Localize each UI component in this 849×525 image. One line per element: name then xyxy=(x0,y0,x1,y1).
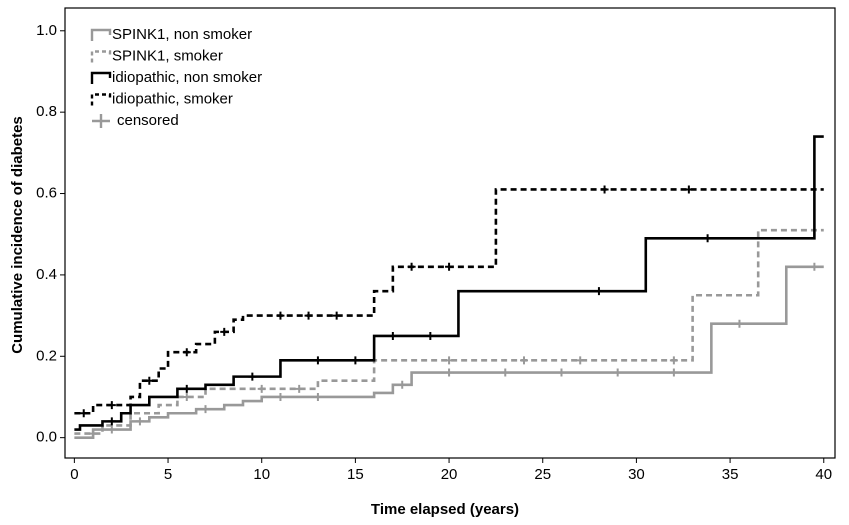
x-tick-label: 40 xyxy=(815,466,832,483)
x-axis-label: Time elapsed (years) xyxy=(371,501,519,518)
censor-mark xyxy=(295,384,304,393)
censor-mark xyxy=(613,368,622,377)
x-tick-label: 15 xyxy=(347,466,364,483)
censor-mark xyxy=(220,327,229,336)
censor-mark xyxy=(276,392,285,401)
censor-mark xyxy=(703,234,712,243)
censor-mark xyxy=(445,356,454,365)
y-tick-label: 0.2 xyxy=(36,347,57,364)
legend-symbol xyxy=(90,50,112,63)
legend-symbol xyxy=(90,28,112,41)
censor-mark xyxy=(407,262,416,271)
x-tick-label: 10 xyxy=(253,466,270,483)
censor-mark xyxy=(445,262,454,271)
x-tick-label: 0 xyxy=(70,466,78,483)
y-tick-label: 1.0 xyxy=(36,22,57,39)
censor-mark xyxy=(426,331,435,340)
legend-label: censored xyxy=(117,112,179,129)
censor-mark xyxy=(669,368,678,377)
censor-mark xyxy=(248,372,257,381)
legend-label: idiopathic, non smoker xyxy=(112,69,262,86)
censor-mark xyxy=(388,331,397,340)
censor-mark xyxy=(276,311,285,320)
y-tick-label: 0.4 xyxy=(36,266,57,283)
x-tick-label: 25 xyxy=(534,466,551,483)
censor-mark xyxy=(313,356,322,365)
censor-mark xyxy=(182,348,191,357)
censor-mark xyxy=(182,384,191,393)
legend-label: SPINK1, non smoker xyxy=(112,26,252,43)
censor-mark xyxy=(398,380,407,389)
censor-mark xyxy=(501,368,510,377)
censor-mark xyxy=(182,392,191,401)
censor-mark xyxy=(810,262,819,271)
censor-mark xyxy=(107,417,116,426)
legend-label: idiopathic, smoker xyxy=(112,90,233,107)
censor-mark xyxy=(576,356,585,365)
censor-mark xyxy=(145,376,154,385)
censor-mark xyxy=(445,368,454,377)
legend-symbol xyxy=(92,114,110,128)
censor-mark xyxy=(735,319,744,328)
y-tick-label: 0.0 xyxy=(36,429,57,446)
censor-mark xyxy=(257,384,266,393)
censor-mark xyxy=(684,185,693,194)
y-axis-label: Cumulative incidence of diabetes xyxy=(9,116,26,354)
y-tick-label: 0.8 xyxy=(36,103,57,120)
censor-mark xyxy=(600,185,609,194)
censor-mark xyxy=(351,356,360,365)
x-tick-label: 35 xyxy=(722,466,739,483)
legend-label: SPINK1, smoker xyxy=(112,47,223,64)
legend-symbol xyxy=(90,71,112,84)
legend-symbol xyxy=(90,93,112,106)
censor-mark xyxy=(520,356,529,365)
x-tick-label: 5 xyxy=(164,466,172,483)
censor-mark xyxy=(79,409,88,418)
x-tick-label: 20 xyxy=(441,466,458,483)
censor-mark xyxy=(89,429,98,438)
plot-frame xyxy=(64,7,836,459)
censor-mark xyxy=(135,417,144,426)
censor-mark xyxy=(594,287,603,296)
censor-mark xyxy=(107,401,116,410)
censor-mark xyxy=(201,405,210,414)
censor-mark xyxy=(313,392,322,401)
km-curve xyxy=(74,228,824,435)
y-tick-label: 0.6 xyxy=(36,185,57,202)
km-curve xyxy=(74,188,824,415)
censor-mark xyxy=(669,356,678,365)
censor-mark xyxy=(107,425,116,434)
censor-mark xyxy=(332,311,341,320)
censor-mark xyxy=(304,311,313,320)
x-tick-label: 30 xyxy=(628,466,645,483)
censor-mark xyxy=(557,368,566,377)
